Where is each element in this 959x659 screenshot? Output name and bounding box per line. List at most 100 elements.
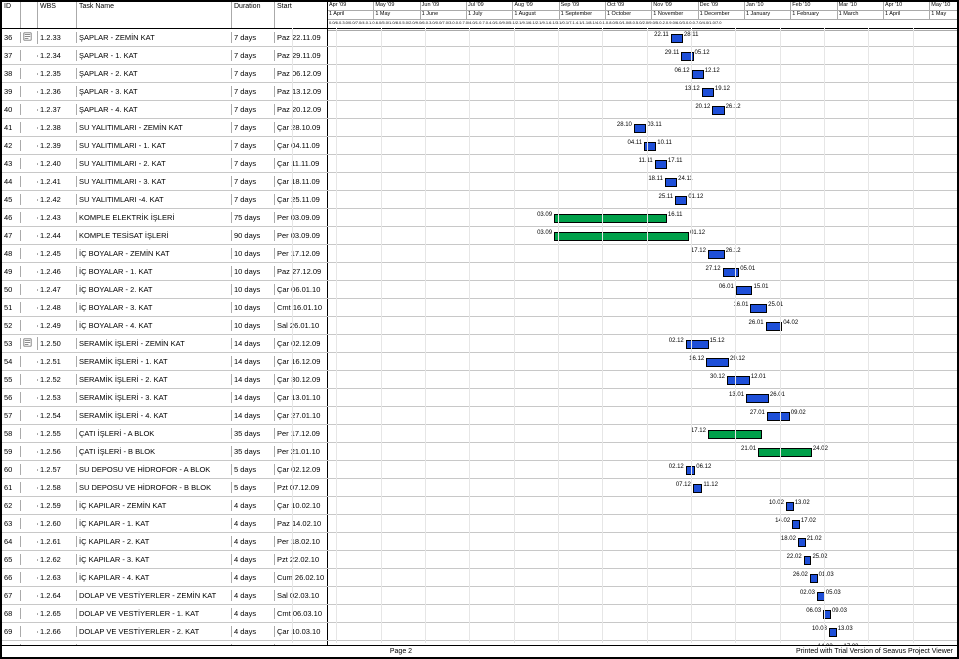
- month-sub: 1 June: [421, 11, 467, 19]
- gantt-bar[interactable]: [792, 520, 800, 529]
- gantt-bar[interactable]: [723, 268, 740, 277]
- gantt-bar[interactable]: [554, 232, 689, 241]
- table-row: 611.2.58SU DEPOSU VE HİDROFOR - B BLOK5 …: [2, 479, 957, 497]
- col-indicator: [21, 2, 38, 28]
- bar-label-left: 10.02: [769, 500, 784, 506]
- timeline-header: Apr '09May '09Jun '09Jul '09Aug '09Sep '…: [328, 2, 959, 28]
- gantt-bar[interactable]: [712, 106, 724, 115]
- cell-indicator: [21, 505, 38, 507]
- month-sub: 1 November: [652, 11, 698, 19]
- table-row: 591.2.56ÇATI İŞLERİ - B BLOK35 daysPer 2…: [2, 443, 957, 461]
- gantt-cell: 26.0104.02: [328, 317, 957, 334]
- month-header: Feb '10: [791, 2, 837, 10]
- cell-start: Çar 02.12.09: [275, 338, 327, 349]
- gantt-bar[interactable]: [702, 88, 714, 97]
- gantt-bar[interactable]: [665, 178, 677, 187]
- gantt-bar[interactable]: [767, 412, 790, 421]
- bar-label-right: 12.01: [751, 374, 766, 380]
- cell-indicator: [21, 487, 38, 489]
- cell-id: 45: [2, 194, 21, 205]
- table-row: 371.2.34ŞAPLAR - 1. KAT7 daysPaz 29.11.0…: [2, 47, 957, 65]
- cell-dur: 4 days: [232, 626, 275, 637]
- bar-label-left: 13.12: [685, 86, 700, 92]
- cell-dur: 7 days: [232, 158, 275, 169]
- cell-dur: 5 days: [232, 464, 275, 475]
- cell-dur: 4 days: [232, 590, 275, 601]
- cell-name: İÇ KAPILAR - 3. KAT: [77, 554, 232, 565]
- cell-start: Sal 26.01.10: [275, 320, 327, 331]
- bar-label-right: 24.02: [813, 446, 828, 452]
- cell-id: 39: [2, 86, 21, 97]
- cell-dur: 7 days: [232, 68, 275, 79]
- bar-label-left: 14.02: [775, 518, 790, 524]
- cell-wbs: 1.2.36: [38, 86, 77, 97]
- cell-start: Çar 28.10.09: [275, 122, 327, 133]
- cell-dur: 7 days: [232, 194, 275, 205]
- cell-start: Per 18.02.10: [275, 536, 327, 547]
- cell-name: SU YALITIMLARI - 1. KAT: [77, 140, 232, 151]
- cell-id: 43: [2, 158, 21, 169]
- cell-dur: 14 days: [232, 374, 275, 385]
- bar-label-left: 13.01: [729, 392, 744, 398]
- table-row: 501.2.47İÇ BOYALAR - 2. KAT10 daysÇar 06…: [2, 281, 957, 299]
- cell-indicator: [21, 325, 38, 327]
- cell-wbs: 1.2.35: [38, 68, 77, 79]
- gantt-bar[interactable]: [798, 538, 806, 547]
- cell-id: 38: [2, 68, 21, 79]
- cell-name: İÇ BOYALAR - 3. KAT: [77, 302, 232, 313]
- gantt-cell: 20.1226.12: [328, 101, 957, 118]
- gantt-bar[interactable]: [750, 304, 767, 313]
- gantt-bar[interactable]: [810, 574, 818, 583]
- cell-id: 66: [2, 572, 21, 583]
- cell-dur: 75 days: [232, 212, 275, 223]
- gantt-bar[interactable]: [727, 376, 750, 385]
- gantt-bar[interactable]: [746, 394, 769, 403]
- bar-label-right: 16.11: [668, 212, 683, 218]
- month-sub: 1 December: [699, 11, 745, 19]
- cell-indicator: [21, 559, 38, 561]
- gantt-bar[interactable]: [804, 556, 812, 565]
- cell-id: 63: [2, 518, 21, 529]
- gantt-bar[interactable]: [671, 34, 683, 43]
- table-row: 581.2.55ÇATI İŞLERİ - A BLOK35 daysPer 1…: [2, 425, 957, 443]
- month-sub: 1 April: [328, 11, 374, 19]
- cell-wbs: 1.2.37: [38, 104, 77, 115]
- gantt-cell: 22.1128.11: [328, 29, 957, 46]
- gantt-bar[interactable]: [634, 124, 646, 133]
- gantt-cell: 06.0115.01: [328, 281, 957, 298]
- cell-wbs: 1.2.44: [38, 230, 77, 241]
- cell-indicator: [21, 163, 38, 165]
- cell-name: KOMPLE TESİSAT İŞLERİ: [77, 230, 232, 241]
- cell-start: Paz 06.12.09: [275, 68, 327, 79]
- table-row: 621.2.59İÇ KAPILAR - ZEMİN KAT4 daysÇar …: [2, 497, 957, 515]
- cell-wbs: 1.2.60: [38, 518, 77, 529]
- gantt-bar[interactable]: [655, 160, 667, 169]
- cell-dur: 10 days: [232, 302, 275, 313]
- table-row: 681.2.65DOLAP VE VESTİYERLER - 1. KAT4 d…: [2, 605, 957, 623]
- gantt-cell: 04.1110.11: [328, 137, 957, 154]
- bar-label-left: 17.12: [691, 248, 706, 254]
- table-row: 411.2.38SU YALITIMLARI - ZEMİN KAT7 days…: [2, 119, 957, 137]
- gantt-bar[interactable]: [693, 484, 703, 493]
- cell-dur: 14 days: [232, 338, 275, 349]
- gantt-cell: 16.0125.01: [328, 299, 957, 316]
- gantt-bar[interactable]: [736, 286, 753, 295]
- cell-dur: 4 days: [232, 572, 275, 583]
- gantt-bar[interactable]: [786, 502, 794, 511]
- cell-name: İÇ BOYALAR - ZEMİN KAT: [77, 248, 232, 259]
- cell-dur: 4 days: [232, 554, 275, 565]
- gantt-bar[interactable]: [692, 70, 704, 79]
- gantt-bar[interactable]: [758, 448, 812, 457]
- gantt-bar[interactable]: [706, 358, 729, 367]
- bar-label-right: 10.11: [657, 140, 672, 146]
- gantt-bar[interactable]: [829, 628, 837, 637]
- bar-label-left: 06.03: [806, 608, 821, 614]
- gantt-bar[interactable]: [686, 340, 709, 349]
- gantt-bar[interactable]: [554, 214, 667, 223]
- gantt-bar[interactable]: [708, 250, 725, 259]
- gantt-bar[interactable]: [675, 196, 687, 205]
- note-icon: [23, 32, 32, 41]
- cell-indicator: [21, 433, 38, 435]
- gantt-cell: 06.0309.03: [328, 605, 957, 622]
- gantt-cell: 03.0916.11: [328, 209, 957, 226]
